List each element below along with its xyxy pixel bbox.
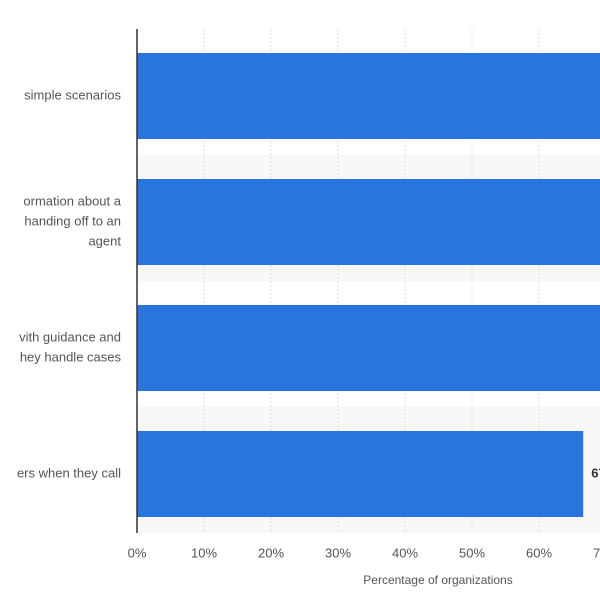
value-label: 67% xyxy=(591,465,600,480)
bar xyxy=(137,53,600,139)
category-label: hey handle cases xyxy=(20,349,122,364)
category-label: simple scenarios xyxy=(24,87,121,102)
x-tick-label: 30% xyxy=(325,545,351,560)
x-tick-label: 50% xyxy=(459,545,485,560)
x-tick-label: 40% xyxy=(392,545,418,560)
category-label: ers when they call xyxy=(17,465,121,480)
category-label: handing off to an xyxy=(24,213,121,228)
bar xyxy=(137,179,600,265)
x-tick-label: 20% xyxy=(258,545,284,560)
x-tick-label: 70% xyxy=(593,545,600,560)
x-tick-label: 10% xyxy=(191,545,217,560)
bar xyxy=(137,305,600,391)
category-label: vith guidance and xyxy=(19,329,121,344)
category-label: ormation about a xyxy=(23,193,121,208)
x-axis-label: Percentage of organizations xyxy=(363,573,512,587)
x-tick-label: 0% xyxy=(128,545,147,560)
x-tick-label: 60% xyxy=(526,545,552,560)
bar xyxy=(137,431,584,517)
category-label: agent xyxy=(88,233,121,248)
